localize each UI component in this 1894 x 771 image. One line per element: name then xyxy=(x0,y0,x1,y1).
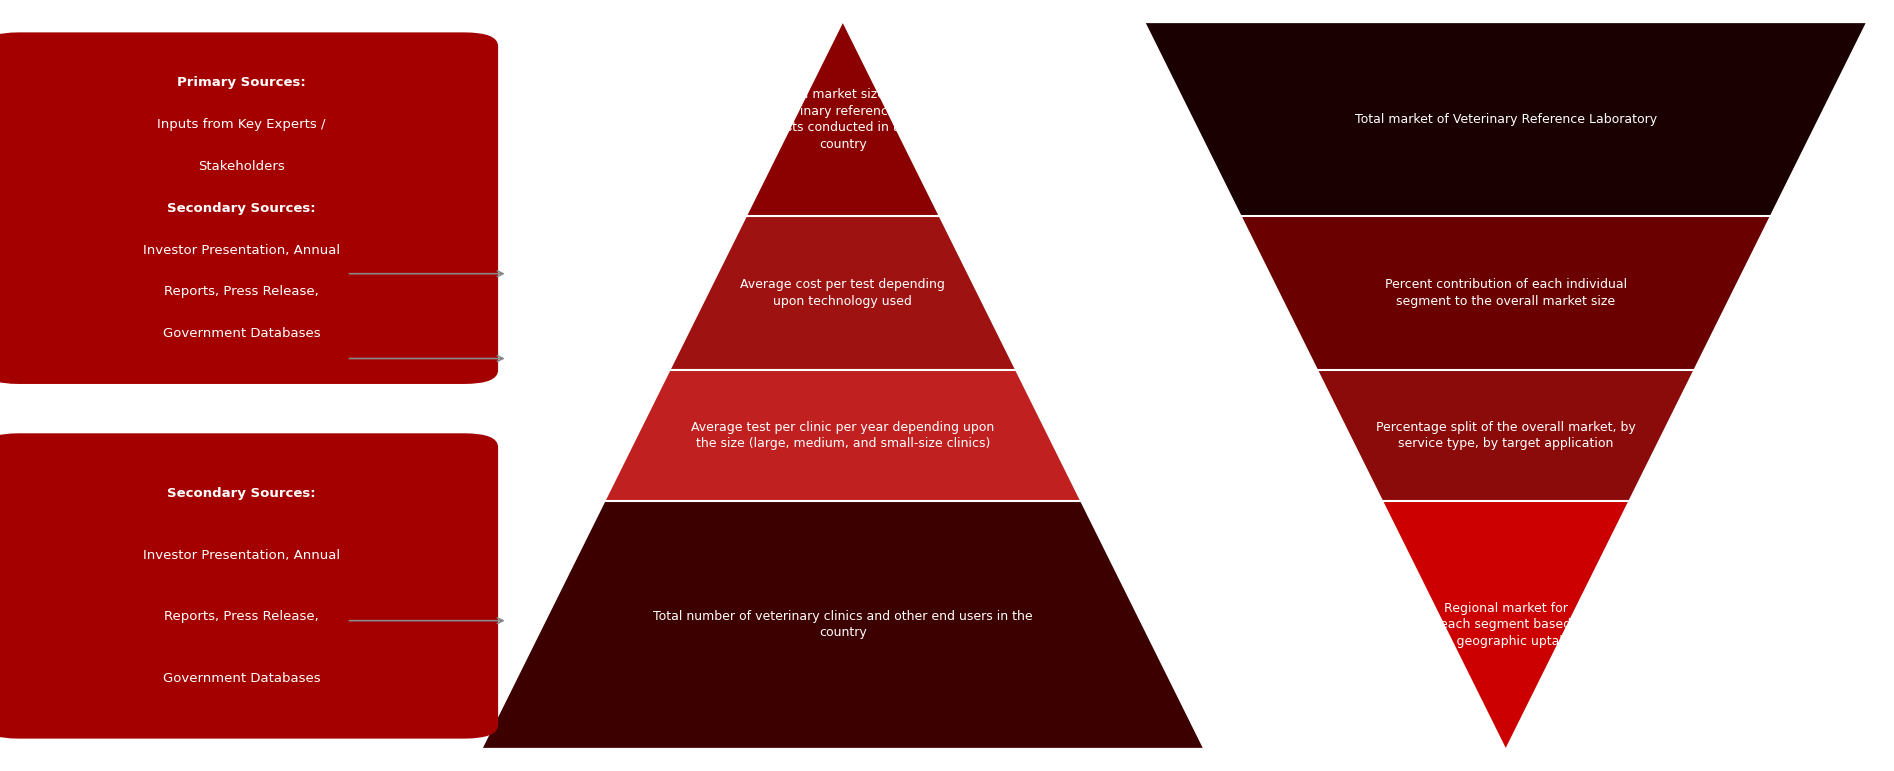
Polygon shape xyxy=(1383,501,1629,748)
Text: Inputs from Key Experts /: Inputs from Key Experts / xyxy=(157,118,326,131)
Text: Secondary Sources:: Secondary Sources: xyxy=(167,487,316,500)
Text: Total market of Veterinary Reference Laboratory: Total market of Veterinary Reference Lab… xyxy=(1354,113,1657,126)
Polygon shape xyxy=(670,216,1015,370)
Text: Primary Sources:: Primary Sources: xyxy=(178,76,305,89)
Polygon shape xyxy=(746,23,939,216)
Text: Government Databases: Government Databases xyxy=(163,672,320,685)
Text: Investor Presentation, Annual: Investor Presentation, Annual xyxy=(142,549,341,561)
Polygon shape xyxy=(1242,216,1769,370)
Text: Investor Presentation, Annual: Investor Presentation, Annual xyxy=(142,244,341,257)
Text: Secondary Sources:: Secondary Sources: xyxy=(167,202,316,214)
Polygon shape xyxy=(483,501,1203,748)
Text: Reports, Press Release,: Reports, Press Release, xyxy=(165,611,318,623)
FancyBboxPatch shape xyxy=(0,32,498,384)
Polygon shape xyxy=(1318,370,1693,501)
Polygon shape xyxy=(606,370,1080,501)
Text: Total number of veterinary clinics and other end users in the
country: Total number of veterinary clinics and o… xyxy=(653,610,1032,639)
FancyBboxPatch shape xyxy=(0,433,498,739)
Text: Government Databases: Government Databases xyxy=(163,327,320,340)
Text: Average cost per test depending
upon technology used: Average cost per test depending upon tec… xyxy=(741,278,945,308)
Text: Regional market for
each segment based
on geographic uptake: Regional market for each segment based o… xyxy=(1438,601,1574,648)
Text: Reports, Press Release,: Reports, Press Release, xyxy=(165,285,318,298)
Text: Percentage split of the overall market, by
service type, by target application: Percentage split of the overall market, … xyxy=(1375,421,1636,450)
Text: Average test per clinic per year depending upon
the size (large, medium, and sma: Average test per clinic per year dependi… xyxy=(691,421,994,450)
Polygon shape xyxy=(1146,23,1866,216)
Text: Total market size for
veterinary reference lab
tests conducted in the
country: Total market size for veterinary referen… xyxy=(767,88,919,151)
Text: Stakeholders: Stakeholders xyxy=(199,160,284,173)
Text: Percent contribution of each individual
segment to the overall market size: Percent contribution of each individual … xyxy=(1385,278,1627,308)
